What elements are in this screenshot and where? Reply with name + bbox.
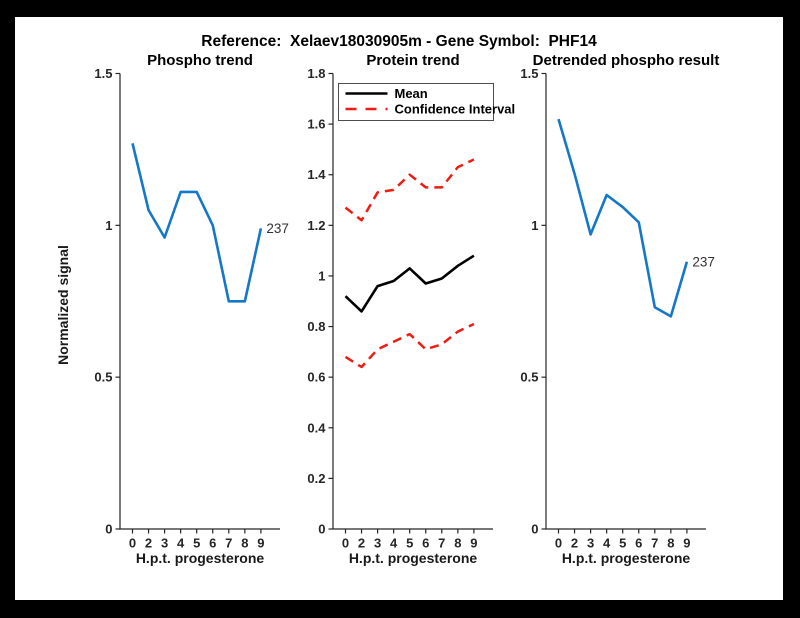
plot2-x-axis-label: H.p.t. progesterone [348, 550, 478, 566]
plots-svg: 00.511.50 2 3 4 5 6 7 8 923700.20.40.60.811.21.4… [94, 66, 715, 551]
x-tick-label: 4 [603, 536, 611, 551]
x-tick-label: 5 [619, 536, 626, 551]
y-tick-label: 0.6 [307, 370, 325, 385]
series-end-label: 237 [266, 221, 289, 236]
y-tick-label: 0.2 [307, 471, 325, 486]
plot3-title: Detrended phospho result [532, 52, 720, 69]
series-confidence-lower [344, 322, 475, 369]
plot3-x-axis-label: H.p.t. progesterone [561, 550, 691, 566]
y-tick-label: 1.8 [307, 66, 325, 81]
y-tick-label: 1.5 [94, 66, 112, 81]
axes-spines [332, 73, 493, 530]
x-tick-label: 8 [241, 536, 248, 551]
x-tick-label: 0 [342, 536, 349, 551]
y-tick-label: 0.4 [307, 420, 326, 435]
x-tick-label: 7 [651, 536, 658, 551]
plot2-title: Protein trend [366, 52, 460, 69]
x-tick-label: 4 [390, 536, 398, 551]
y-axis-ticks: 0 0.5 1 1.5 [94, 66, 120, 537]
y-tick-label: 1.4 [307, 167, 326, 182]
x-tick-label: 2 [571, 536, 578, 551]
x-tick-label: 4 [177, 536, 185, 551]
x-tick-label: 3 [161, 536, 168, 551]
series-detrended-phospho-signal [557, 118, 689, 318]
series-protein-mean [344, 254, 475, 313]
x-tick-label: 6 [209, 536, 216, 551]
y-tick-label: 0 [531, 522, 538, 537]
legend-label: Confidence Interval [395, 102, 516, 117]
x-tick-label: 8 [454, 536, 461, 551]
x-tick-label: 6 [422, 536, 429, 551]
y-tick-label: 1 [318, 268, 325, 283]
x-tick-label: 7 [225, 536, 232, 551]
plot1-x-axis-label: H.p.t. progesterone [135, 550, 265, 566]
y-tick-label: 0.8 [307, 319, 325, 334]
legend-box [338, 83, 494, 121]
y-tick-label: 1 [531, 218, 538, 233]
axes-spines [119, 73, 280, 530]
y-tick-label: 0.5 [94, 370, 112, 385]
legend-label: Mean [395, 86, 428, 101]
x-tick-label: 9 [470, 536, 477, 551]
y-tick-label: 0.5 [520, 370, 538, 385]
x-tick-label: 6 [635, 536, 642, 551]
series-end-label: 237 [692, 254, 715, 269]
x-tick-label: 7 [438, 536, 445, 551]
x-tick-label: 8 [667, 536, 674, 551]
x-tick-label: 5 [406, 536, 413, 551]
series-phospho-signal [131, 142, 263, 303]
x-tick-label: 9 [257, 536, 264, 551]
y-axis-ticks: 0 0.2 0.4 0.6 0.8 1 1.2 1.4 1.6 1.8 [307, 66, 333, 537]
plot-2: 00.20.40.60.811.21.41.61.80 2 3 4 5 6 7 8 9MeanC… [307, 66, 515, 551]
axes-spines [545, 73, 706, 530]
y-tick-label: 1.5 [520, 66, 538, 81]
x-tick-label: 3 [587, 536, 594, 551]
y-tick-label: 1.2 [307, 218, 325, 233]
x-tick-label: 2 [358, 536, 365, 551]
x-tick-label: 5 [193, 536, 200, 551]
figure-title: Reference: Xelaev18030905m - Gene Symbol… [201, 33, 597, 50]
x-tick-label: 0 [129, 536, 136, 551]
series-confidence-upper [344, 158, 475, 222]
y-tick-label: 1 [105, 218, 112, 233]
y-axis-ticks: 0 0.5 1 1.5 [520, 66, 546, 537]
y-tick-label: 1.6 [307, 117, 325, 132]
figure-canvas: Reference: Xelaev18030905m - Gene Symbol… [15, 17, 783, 600]
x-tick-label: 9 [683, 536, 690, 551]
y-tick-label: 0 [318, 522, 325, 537]
x-tick-label: 2 [145, 536, 152, 551]
plot1-title: Phospho trend [147, 52, 253, 69]
plot1-y-axis-label: Normalized signal [55, 245, 71, 365]
y-tick-label: 0 [105, 522, 112, 537]
x-tick-label: 0 [555, 536, 562, 551]
x-tick-label: 3 [374, 536, 381, 551]
